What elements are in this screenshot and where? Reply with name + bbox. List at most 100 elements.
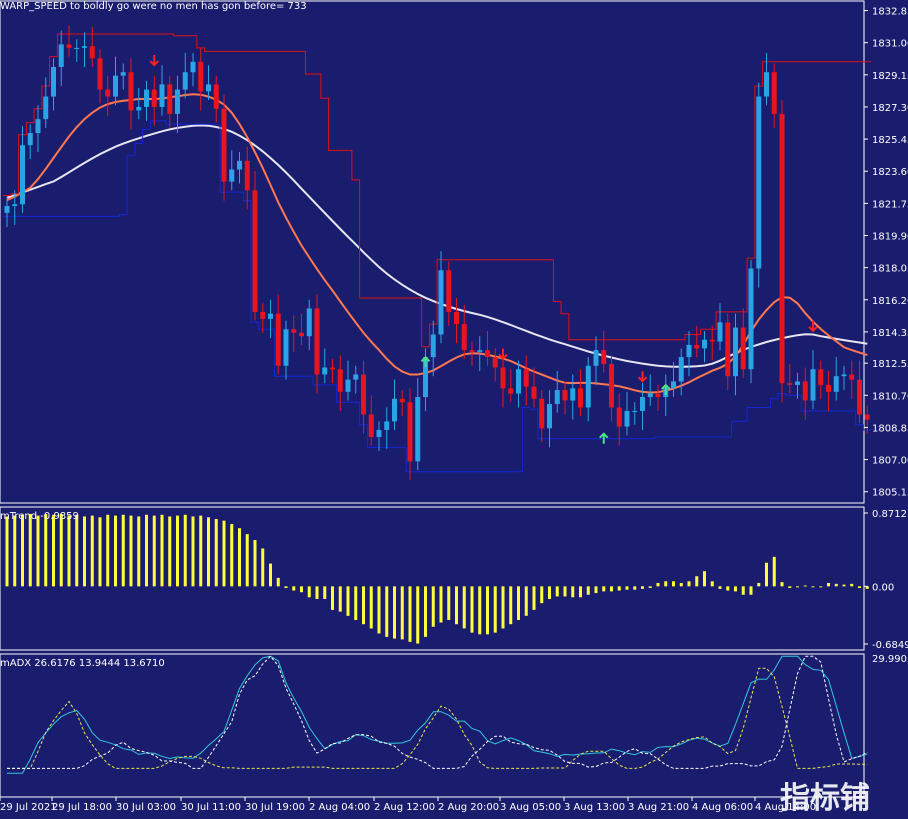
trend-histogram-bar bbox=[679, 582, 683, 587]
bull-candle bbox=[4, 205, 10, 213]
trend-histogram-bar bbox=[44, 513, 48, 587]
bear-candle bbox=[105, 89, 111, 97]
trend-histogram-bar bbox=[602, 586, 606, 592]
trend-histogram-bar bbox=[765, 562, 768, 587]
trend-histogram-bar bbox=[501, 586, 505, 629]
bull-candle bbox=[190, 61, 196, 73]
sell-arrow-icon bbox=[498, 348, 508, 361]
trend-histogram-bar bbox=[28, 513, 32, 587]
bear-candle bbox=[694, 344, 700, 349]
trend-histogram-bar bbox=[439, 586, 443, 623]
adx-tick-label: 29.9903 bbox=[872, 654, 908, 665]
trend-histogram-bar bbox=[850, 583, 854, 587]
trend-histogram-bar bbox=[447, 586, 451, 621]
trend-histogram-bar bbox=[214, 518, 218, 587]
trend-histogram-bar bbox=[145, 514, 148, 587]
bear-candle bbox=[787, 383, 793, 385]
bear-candle bbox=[725, 322, 731, 377]
trend-histogram-bar bbox=[408, 586, 412, 642]
trend-histogram-bar bbox=[865, 586, 869, 589]
trend-histogram-bar bbox=[834, 583, 838, 587]
trend-histogram-bar bbox=[276, 577, 280, 587]
trend-histogram-bar bbox=[431, 586, 435, 627]
trend-histogram-bar bbox=[749, 586, 753, 595]
trend-histogram-bar bbox=[641, 586, 644, 589]
trend-histogram-bar bbox=[331, 586, 334, 610]
bull-candle bbox=[748, 268, 754, 370]
trend-histogram-bar bbox=[385, 586, 389, 637]
adx-main-line bbox=[7, 655, 868, 774]
time-tick-label: 4 Aug 06:00 bbox=[692, 802, 753, 813]
trend-histogram-bar bbox=[486, 586, 489, 635]
trend-histogram-bar bbox=[83, 516, 86, 587]
trend-histogram-bar bbox=[819, 586, 823, 588]
time-tick-label: 3 Aug 05:00 bbox=[500, 802, 561, 813]
chart-frame bbox=[0, 0, 865, 798]
bull-candle bbox=[82, 46, 87, 48]
bull-candle bbox=[678, 357, 684, 382]
trend-histogram-bar bbox=[183, 514, 187, 587]
bear-candle bbox=[508, 388, 514, 394]
trend-histogram-bar bbox=[90, 515, 94, 587]
bear-candle bbox=[779, 113, 785, 384]
bear-candle bbox=[291, 329, 297, 333]
bull-candle bbox=[430, 334, 436, 358]
trend-histogram-bar bbox=[75, 514, 79, 587]
trend-histogram-bar bbox=[269, 563, 272, 587]
bull-candle bbox=[12, 204, 18, 206]
bear-candle bbox=[857, 379, 862, 415]
bull-candle bbox=[345, 379, 351, 392]
bear-candle bbox=[361, 374, 366, 415]
bear-candle bbox=[399, 398, 405, 403]
bull-candle bbox=[322, 367, 328, 375]
bull-candle bbox=[392, 398, 397, 422]
price-tick-label: 1808.85 bbox=[872, 423, 908, 434]
time-tick-label: 3 Aug 13:00 bbox=[564, 802, 625, 813]
trend-histogram-bar bbox=[788, 586, 792, 589]
bull-candle bbox=[554, 390, 560, 404]
trend-histogram-bar bbox=[67, 515, 71, 587]
price-tick-label: 1823.60 bbox=[872, 167, 908, 178]
bear-candle bbox=[849, 374, 855, 380]
trend-histogram-bar bbox=[672, 581, 675, 587]
trend-histogram-bar bbox=[617, 586, 621, 591]
trend-histogram-bar bbox=[292, 586, 296, 591]
trend-histogram-bar bbox=[648, 586, 652, 589]
bull-candle bbox=[74, 47, 80, 49]
bull-candle bbox=[717, 322, 723, 342]
bear-candle bbox=[314, 308, 320, 375]
bull-candle bbox=[237, 160, 242, 170]
price-tick-label: 1818.05 bbox=[872, 264, 908, 275]
bull-candle bbox=[632, 410, 638, 412]
bull-candle bbox=[229, 169, 235, 182]
bear-candle bbox=[802, 381, 808, 401]
bear-candle bbox=[492, 357, 498, 368]
trend-histogram-bar bbox=[586, 586, 590, 595]
bull-candle bbox=[795, 381, 800, 385]
trend-histogram-bar bbox=[160, 514, 164, 587]
trend-tick-zero: 0.00 bbox=[872, 582, 894, 593]
bear-candle bbox=[531, 386, 537, 399]
trend-histogram-bar bbox=[796, 586, 799, 588]
price-tick-label: 1827.30 bbox=[872, 103, 908, 114]
trend-histogram-bar bbox=[323, 586, 327, 599]
price-tick-label: 1821.75 bbox=[872, 199, 908, 210]
price-panel bbox=[3, 25, 872, 481]
bear-candle bbox=[609, 364, 614, 408]
trend-histogram-bar bbox=[478, 586, 482, 635]
price-tick-label: 1812.55 bbox=[872, 359, 908, 370]
trend-histogram-bar bbox=[571, 586, 575, 598]
bull-candle bbox=[810, 369, 816, 401]
price-tick-label: 1816.20 bbox=[872, 296, 908, 307]
bull-candle bbox=[120, 72, 126, 76]
bull-candle bbox=[159, 84, 165, 107]
trend-panel-border bbox=[0, 506, 865, 651]
bear-candle bbox=[299, 332, 304, 337]
trend-histogram-bar bbox=[176, 515, 179, 587]
trend-histogram-bar bbox=[222, 520, 226, 587]
trend-histogram-bar bbox=[377, 586, 381, 634]
trend-histogram-bar bbox=[230, 524, 234, 587]
trend-histogram-bar bbox=[532, 586, 536, 610]
lower-stop-line bbox=[3, 120, 872, 473]
